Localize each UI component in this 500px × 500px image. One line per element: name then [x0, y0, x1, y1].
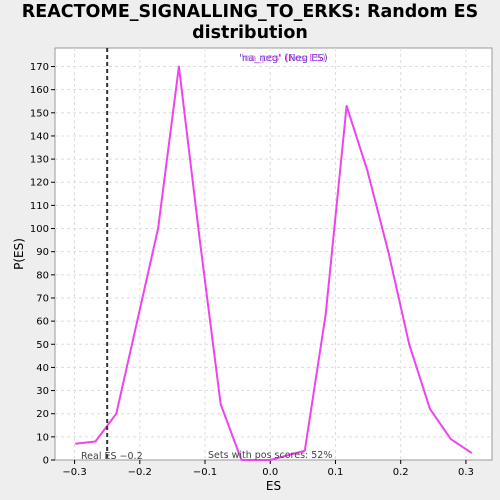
x-axis-ticks: −0.3 −0.2 −0.1 0.0 0.1 0.2 0.3: [62, 460, 474, 478]
series-line-0: [75, 65, 243, 461]
y-tick-label: 110: [30, 201, 49, 212]
x-tick-label: 0.1: [328, 467, 344, 478]
series-lines: [75, 65, 473, 461]
x-tick-label: −0.2: [128, 467, 152, 478]
x-tick-label: 0.0: [262, 467, 278, 478]
y-tick-label: 160: [30, 85, 49, 96]
legend-entry-pos: 'na_pos' (Pos ES): [241, 53, 326, 64]
legend-entry-neg: 'na_neg' (Neg ES): [239, 53, 328, 64]
y-tick-label: 20: [36, 409, 49, 420]
y-tick-label: 50: [36, 340, 49, 351]
y-tick-label: 70: [36, 293, 49, 304]
chart-title-line-1: REACTOME_SIGNALLING_TO_ERKS: Random ES: [21, 2, 479, 22]
y-tick-label: 40: [36, 363, 49, 374]
chart-title-line-2: distribution: [192, 23, 308, 43]
y-tick-label: 120: [30, 178, 49, 189]
series-line-1: [241, 104, 473, 461]
real-es-annotation: Real ES −0.2: [81, 451, 143, 462]
x-tick-label: 0.2: [393, 467, 409, 478]
y-tick-label: 0: [43, 456, 49, 467]
x-tick-label: −0.1: [193, 467, 217, 478]
y-tick-label: 170: [30, 62, 49, 73]
x-tick-label: 0.3: [458, 467, 474, 478]
y-tick-label: 30: [36, 386, 49, 397]
y-axis-label: P(ES): [12, 238, 26, 270]
y-tick-label: 130: [30, 155, 49, 166]
y-tick-label: 10: [36, 432, 49, 443]
x-axis-label: ES: [266, 479, 281, 493]
y-tick-label: 80: [36, 270, 49, 281]
plot-area: [54, 47, 493, 461]
pos-scores-annotation: Sets with pos scores: 52%: [208, 450, 332, 461]
y-tick-label: 60: [36, 317, 49, 328]
y-tick-label: 100: [30, 224, 49, 235]
x-tick-label: −0.3: [62, 467, 86, 478]
grid-lines: [55, 48, 492, 460]
y-tick-label: 150: [30, 108, 49, 119]
y-tick-label: 90: [36, 247, 49, 258]
y-tick-label: 140: [30, 131, 49, 142]
y-axis-ticks: 0 10 20 30 40 50 60 70 80 90 100 110 120 130 140 150 160…: [30, 62, 55, 467]
